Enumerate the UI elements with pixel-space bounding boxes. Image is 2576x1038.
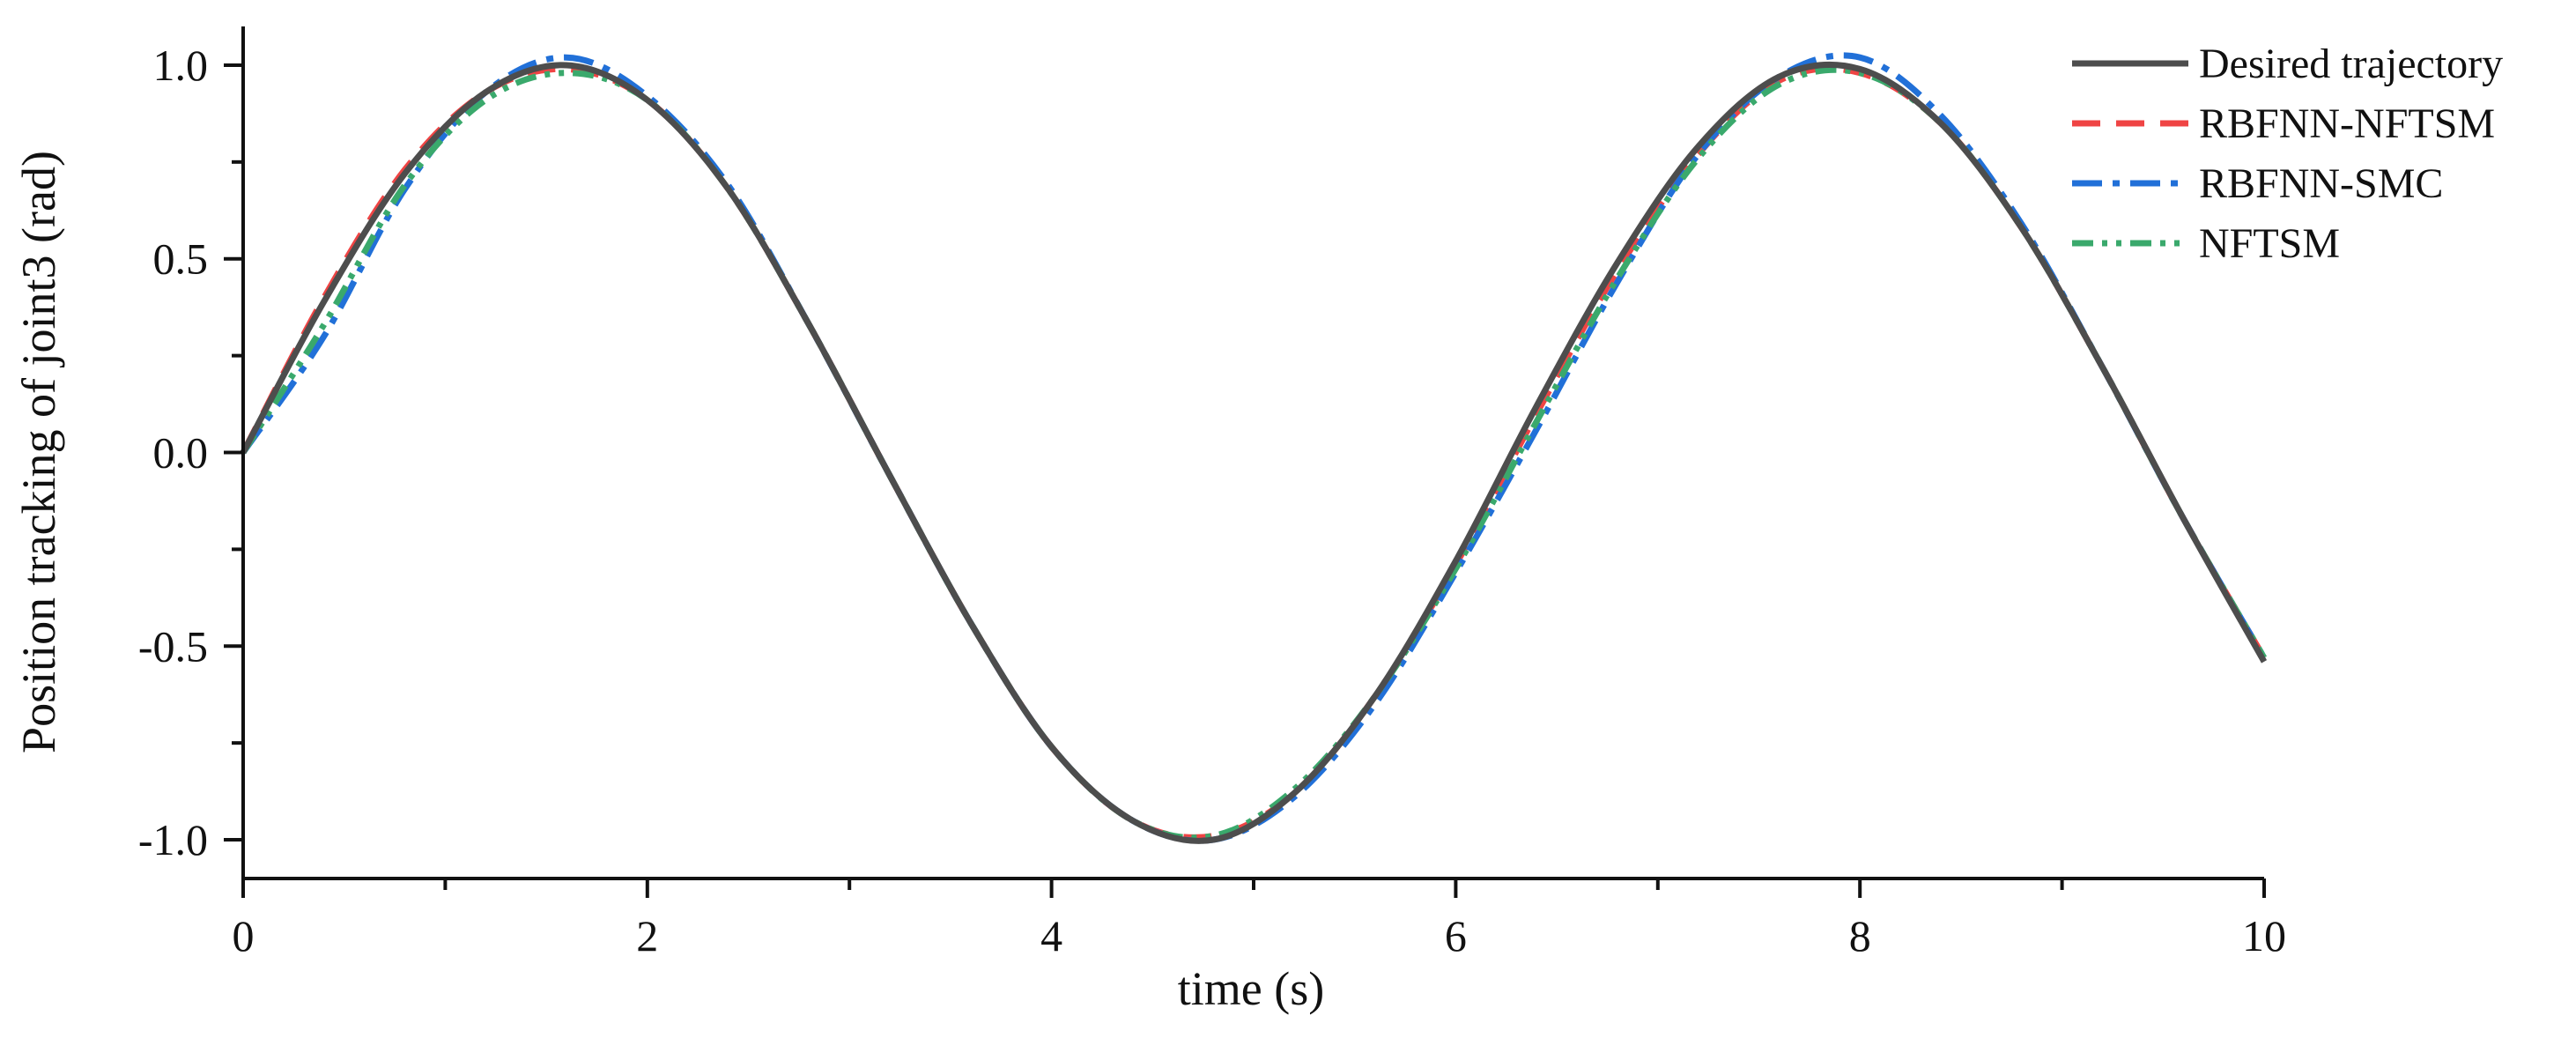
series-layer — [240, 52, 2268, 844]
axes-layer — [241, 26, 2264, 880]
legend-label: NFTSM — [2199, 220, 2340, 267]
legend-label: RBFNN-NFTSM — [2199, 100, 2495, 147]
series-line-rbfnn-smc — [241, 52, 2268, 844]
x-tick-label: 6 — [1445, 911, 1467, 960]
x-tick-label: 10 — [2242, 911, 2286, 960]
legend-label: Desired trajectory — [2199, 41, 2503, 87]
series-line-nftsm — [241, 66, 2268, 842]
y-tick-label: 1.0 — [153, 41, 209, 90]
y-axis-title: Position tracking of joint3 (rad) — [12, 151, 65, 753]
x-tick-label: 4 — [1040, 911, 1062, 960]
x-axis-title: time (s) — [1178, 962, 1324, 1015]
x-tick-label: 2 — [636, 911, 658, 960]
x-tick-label: 8 — [1849, 911, 1871, 960]
legend-label: RBFNN-SMC — [2199, 160, 2443, 207]
y-tick-label: -1.0 — [138, 815, 208, 864]
y-tick-label: -0.5 — [138, 621, 208, 671]
y-tick-label: 0.5 — [153, 234, 209, 284]
x-tick-label: 0 — [233, 911, 255, 960]
y-tick-label: 0.0 — [153, 428, 209, 478]
ticks-layer: 0 2 4 6 8 10 -1.0 -0.5 0.0 0.5 1.0 — [138, 41, 2286, 960]
legend: Desired trajectory RBFNN-NFTSM RBFNN-SMC NF… — [2072, 41, 2503, 267]
series-line-desired-trajectory — [240, 61, 2268, 844]
series-line-rbfnn-nftsm — [240, 65, 2268, 841]
